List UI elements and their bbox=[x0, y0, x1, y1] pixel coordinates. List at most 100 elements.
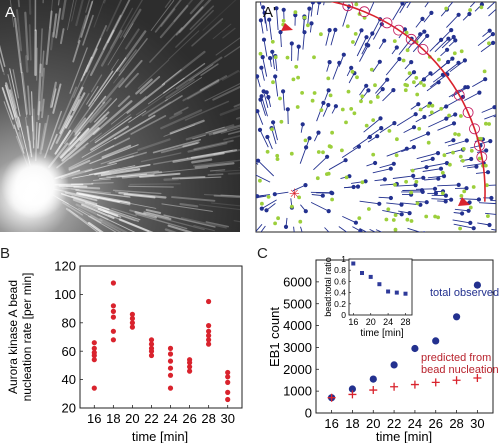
comet-head bbox=[307, 6, 312, 11]
comet-track bbox=[490, 199, 496, 202]
crossing-event bbox=[381, 17, 393, 29]
comet-track bbox=[472, 78, 486, 87]
chartB-x-tick-label: 28 bbox=[201, 411, 215, 426]
aster-ray bbox=[99, 217, 128, 232]
aster-ray bbox=[90, 215, 122, 232]
green-spot bbox=[298, 219, 303, 224]
chart-c-point-predicted bbox=[431, 378, 440, 387]
comet-head bbox=[451, 121, 457, 126]
aster-ray bbox=[215, 37, 240, 56]
chart-b-point bbox=[129, 324, 135, 330]
comet-track bbox=[431, 198, 452, 201]
chartB-y-tick-label: 40 bbox=[62, 372, 76, 387]
green-spot bbox=[386, 207, 391, 212]
green-spot bbox=[364, 123, 369, 128]
green-spot bbox=[487, 41, 491, 46]
chartB-x-tick-label: 16 bbox=[87, 411, 101, 426]
comet-track bbox=[307, 8, 310, 25]
chart-b-point bbox=[167, 351, 174, 357]
aster-ray bbox=[187, 142, 228, 153]
aster-ray bbox=[119, 0, 144, 39]
green-spot bbox=[444, 6, 449, 11]
aster-ray bbox=[173, 0, 194, 22]
aster-ray bbox=[65, 207, 79, 218]
aster-ray bbox=[52, 13, 58, 38]
comet-head bbox=[382, 38, 387, 43]
aster-ray bbox=[81, 203, 115, 220]
comet-track bbox=[481, 106, 495, 113]
comet-track bbox=[371, 18, 381, 37]
comet-track bbox=[394, 184, 416, 187]
green-spot bbox=[487, 122, 491, 126]
comet-track bbox=[491, 228, 496, 231]
chartC-x-tick-label: 24 bbox=[408, 416, 422, 431]
aster-ray bbox=[9, 68, 21, 117]
aster-ray bbox=[83, 25, 108, 76]
comet-track bbox=[428, 118, 447, 128]
aster-ray bbox=[208, 313, 247, 342]
chart-b-x-axis: 16 18 20 22 24 26 28 30 bbox=[87, 405, 235, 426]
comet-track bbox=[452, 219, 471, 224]
chart-b-point bbox=[129, 320, 135, 326]
green-spot bbox=[302, 15, 307, 20]
aster-ray bbox=[189, 64, 214, 81]
comet-head bbox=[330, 233, 334, 237]
chart-c-point-observed bbox=[432, 337, 440, 345]
comet-track bbox=[256, 224, 263, 232]
inset-y-axis: 00.20.4 0.60.81 bbox=[334, 254, 351, 320]
chart-b-point bbox=[91, 350, 97, 356]
comet-head bbox=[468, 220, 473, 225]
aster-ray bbox=[84, 162, 118, 173]
green-spot bbox=[422, 83, 426, 88]
chart-b-point bbox=[91, 345, 97, 351]
aster-ray bbox=[102, 14, 122, 51]
comet-track bbox=[359, 200, 380, 205]
aster-ray bbox=[175, 6, 204, 36]
comet-head bbox=[421, 77, 427, 82]
comet-head bbox=[325, 154, 330, 159]
chart-b-x-label: time [min] bbox=[132, 429, 188, 443]
green-spot bbox=[442, 153, 447, 158]
comet-head bbox=[320, 193, 325, 198]
chart-b-point bbox=[225, 369, 231, 376]
aster-ray bbox=[113, 68, 125, 84]
aster-ray bbox=[26, 125, 31, 141]
comet-head bbox=[241, 150, 245, 154]
comet-head bbox=[411, 145, 416, 150]
comet-track bbox=[392, 3, 403, 21]
aster-ray bbox=[96, 214, 136, 232]
chartC-x-tick-label: 30 bbox=[470, 416, 484, 431]
aster-ray bbox=[135, 87, 176, 116]
green-spot bbox=[293, 10, 298, 15]
comet-head bbox=[326, 102, 331, 108]
aster-ray bbox=[201, 233, 250, 247]
aster-ray bbox=[36, 47, 38, 81]
comet-head bbox=[256, 158, 261, 163]
inset-x-axis: 16 20 24 28 bbox=[348, 313, 410, 327]
comet-head bbox=[366, 88, 371, 93]
aster-ray bbox=[51, 88, 57, 108]
green-spot bbox=[346, 89, 351, 94]
aster-ray bbox=[208, 124, 240, 136]
aster-ray bbox=[87, 221, 104, 232]
chart-b-point bbox=[206, 333, 212, 339]
green-spot bbox=[393, 227, 398, 232]
aster-ray bbox=[100, 29, 123, 67]
green-spot bbox=[391, 218, 396, 222]
aster-ray bbox=[179, 176, 222, 180]
comet-track bbox=[257, 194, 270, 197]
comet-head bbox=[469, 156, 474, 162]
chart-c-y-label: EB1 count bbox=[267, 307, 282, 367]
aster-ray bbox=[241, 251, 256, 256]
aster-ray bbox=[178, 0, 212, 34]
comet-head bbox=[367, 134, 372, 140]
aster-rays bbox=[0, 0, 320, 356]
aster-ray bbox=[13, 124, 25, 154]
green-spot bbox=[424, 214, 429, 219]
comet-head bbox=[245, 195, 249, 199]
green-spot bbox=[405, 217, 410, 222]
aster-ray bbox=[182, 141, 200, 148]
green-spot bbox=[275, 157, 280, 162]
comet-head bbox=[390, 235, 394, 239]
crossing-event bbox=[405, 33, 417, 45]
